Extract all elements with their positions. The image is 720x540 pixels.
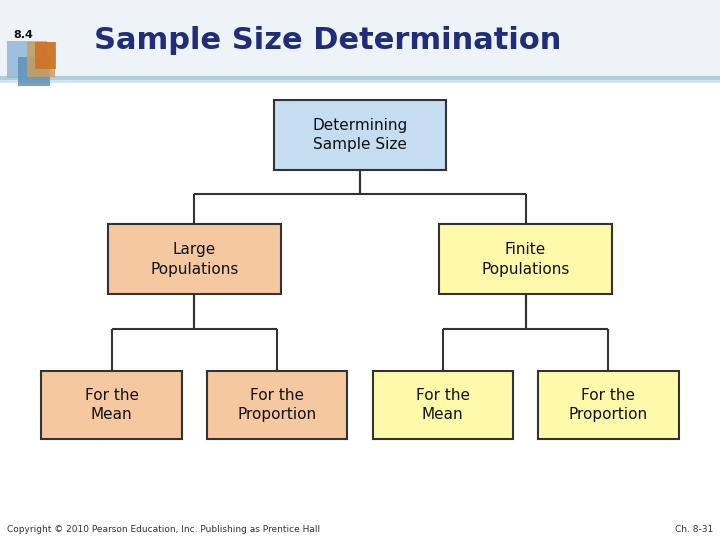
Text: Determining
Sample Size: Determining Sample Size: [312, 118, 408, 152]
Text: Finite
Populations: Finite Populations: [482, 242, 570, 276]
FancyBboxPatch shape: [35, 42, 56, 69]
FancyBboxPatch shape: [18, 57, 50, 86]
Text: For the
Mean: For the Mean: [85, 388, 138, 422]
Text: Ch. 8-31: Ch. 8-31: [675, 524, 713, 534]
FancyBboxPatch shape: [439, 224, 612, 294]
FancyBboxPatch shape: [42, 372, 181, 438]
FancyBboxPatch shape: [108, 224, 281, 294]
Text: Sample Size Determination: Sample Size Determination: [94, 26, 561, 55]
Text: 8.4: 8.4: [13, 30, 33, 40]
FancyBboxPatch shape: [7, 40, 47, 78]
Text: Copyright © 2010 Pearson Education, Inc. Publishing as Prentice Hall: Copyright © 2010 Pearson Education, Inc.…: [7, 524, 320, 534]
Text: For the
Mean: For the Mean: [416, 388, 470, 422]
FancyBboxPatch shape: [373, 372, 513, 438]
Text: For the
Proportion: For the Proportion: [238, 388, 317, 422]
Text: For the
Proportion: For the Proportion: [569, 388, 648, 422]
FancyBboxPatch shape: [27, 42, 55, 77]
FancyBboxPatch shape: [274, 100, 446, 170]
Text: Large
Populations: Large Populations: [150, 242, 238, 276]
FancyBboxPatch shape: [0, 0, 720, 78]
FancyBboxPatch shape: [538, 372, 678, 438]
FancyBboxPatch shape: [207, 372, 347, 438]
